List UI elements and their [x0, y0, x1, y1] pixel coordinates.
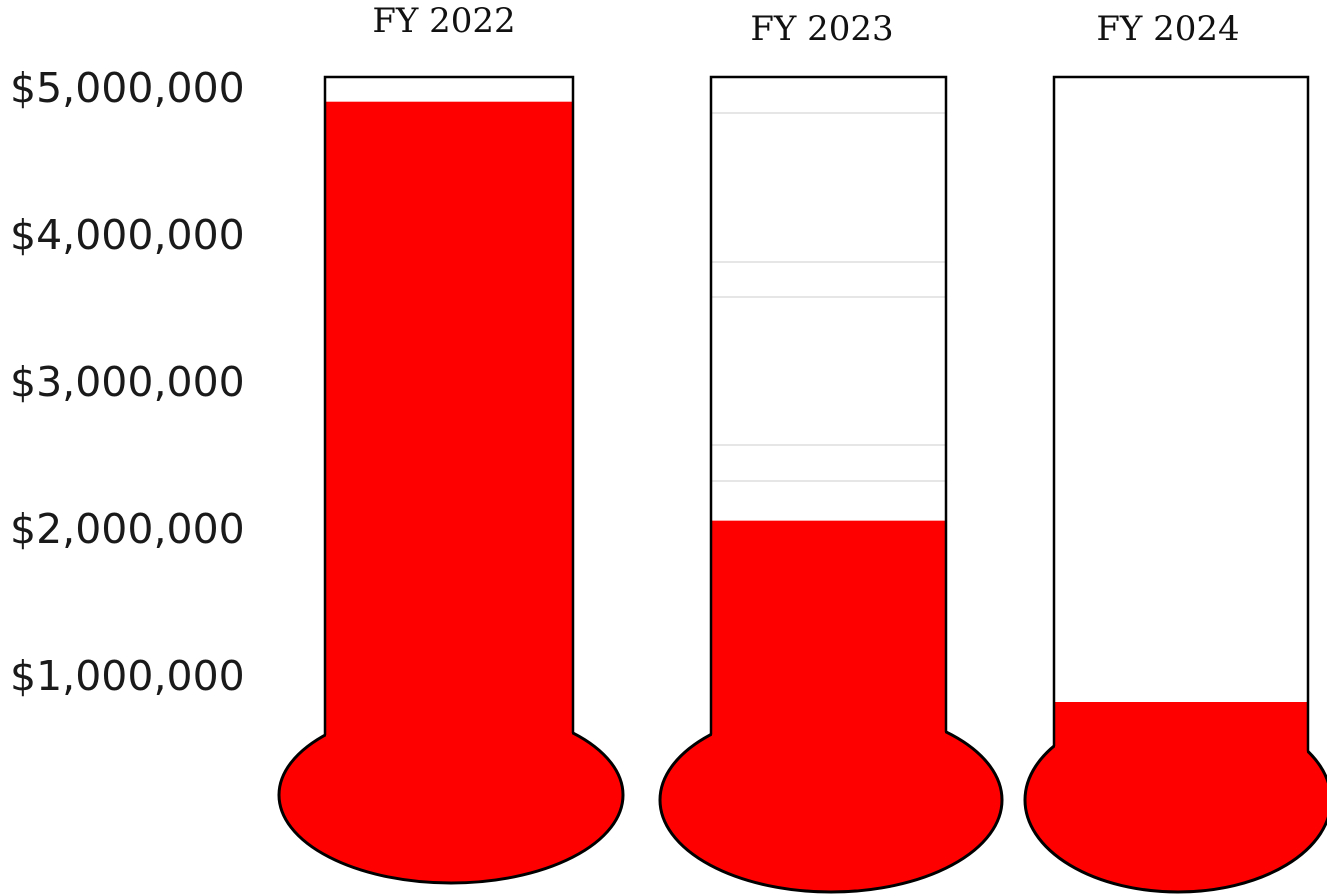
category-label: FY 2023 — [750, 9, 893, 49]
category-label: FY 2024 — [1096, 9, 1239, 49]
thermometer-neck — [326, 701, 572, 761]
thermometer-fill-bar — [326, 101, 572, 765]
y-tick-label: $1,000,000 — [10, 652, 245, 700]
category-label: FY 2022 — [372, 1, 515, 41]
thermometer-tube-outline — [323, 75, 575, 736]
thermometer-tube-background — [1054, 77, 1308, 760]
thermometer-tube-outline — [709, 75, 948, 735]
y-tick-label: $3,000,000 — [10, 358, 245, 406]
thermometer-neck — [1055, 702, 1307, 762]
y-tick-label: $4,000,000 — [10, 211, 245, 259]
y-tick-label: $2,000,000 — [10, 505, 245, 553]
thermometer-neck — [712, 702, 945, 762]
thermometer-tube-outline — [1052, 75, 1310, 752]
y-tick-label: $5,000,000 — [10, 64, 245, 112]
